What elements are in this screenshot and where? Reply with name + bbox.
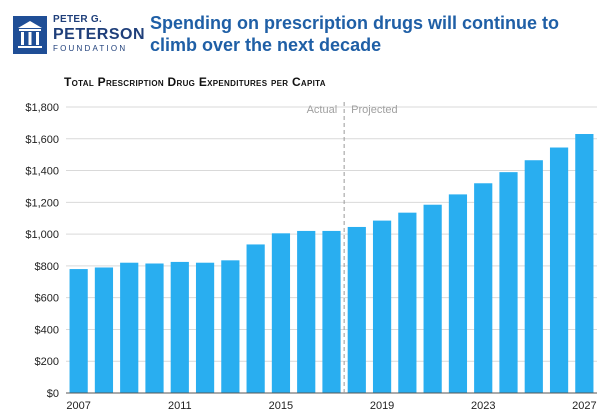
bar-2015 xyxy=(271,233,291,393)
x-tick-label: 2015 xyxy=(269,400,293,410)
bar-2010 xyxy=(145,263,164,393)
y-tick-label: $1,600 xyxy=(25,134,59,146)
y-tick-label: $800 xyxy=(35,261,59,273)
bar-2012 xyxy=(195,262,215,393)
bar-2014 xyxy=(246,244,265,393)
y-tick-label: $1,200 xyxy=(25,197,59,209)
x-tick-label: 2007 xyxy=(66,400,90,410)
bar-2021 xyxy=(423,204,442,393)
x-tick-label: 2019 xyxy=(370,400,394,410)
projected-label: Projected xyxy=(351,104,397,116)
temple-icon xyxy=(13,16,47,54)
actual-label: Actual xyxy=(307,104,338,116)
logo-line-2: PETERSON xyxy=(53,26,146,43)
x-tick-label: 2011 xyxy=(168,400,192,410)
y-tick-label: $200 xyxy=(35,356,59,368)
y-tick-label: $1,400 xyxy=(25,166,59,178)
peterson-logo: PETER G. PETERSON FOUNDATION xyxy=(13,13,146,61)
y-tick-label: $1,000 xyxy=(25,229,59,241)
bar-2009 xyxy=(120,262,139,393)
logo-line-1: PETER G. xyxy=(53,14,103,25)
bar-2018 xyxy=(347,226,366,393)
logo-line-3: FOUNDATION xyxy=(53,44,128,53)
bar-2013 xyxy=(221,260,240,393)
bar-2017 xyxy=(322,230,341,393)
bar-2025 xyxy=(524,160,543,393)
y-tick-label: $400 xyxy=(35,324,59,336)
headline: Spending on prescription drugs will cont… xyxy=(150,13,559,55)
y-tick-label: $600 xyxy=(35,293,59,305)
bar-2022 xyxy=(448,194,468,393)
bar-2024 xyxy=(499,172,518,393)
chart-title: Total Prescription Drug Expenditures per… xyxy=(64,75,326,89)
bar-2020 xyxy=(398,212,417,393)
bar-2026 xyxy=(549,147,569,393)
x-tick-label: 2023 xyxy=(471,400,495,410)
bar-2027 xyxy=(575,134,594,393)
bar-2019 xyxy=(372,220,392,393)
bar-2008 xyxy=(94,267,114,393)
x-tick-label: 2027 xyxy=(572,400,596,410)
bar-2011 xyxy=(170,261,189,393)
bar-2016 xyxy=(297,230,316,393)
bar-2007 xyxy=(69,269,88,393)
y-tick-label: $0 xyxy=(47,388,59,400)
bar-2023 xyxy=(474,183,493,393)
y-tick-label: $1,800 xyxy=(25,102,59,114)
